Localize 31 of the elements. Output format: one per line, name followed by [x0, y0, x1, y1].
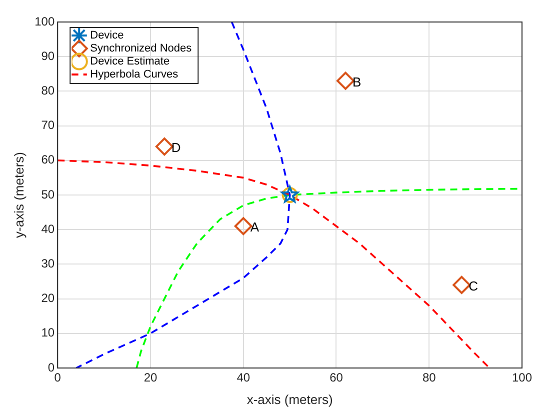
legend-label: Synchronized Nodes: [90, 42, 192, 55]
y-tick-label: 50: [41, 187, 55, 202]
point: [234, 217, 252, 236]
line-series: [58, 160, 490, 368]
point: [452, 276, 471, 294]
y-tick-label: 80: [41, 84, 55, 98]
y-tick-label: 10: [41, 326, 55, 340]
annotation: B: [352, 74, 362, 90]
y-tick-label: 100: [34, 14, 55, 28]
legend-label: Device: [90, 30, 124, 42]
y-tick-label: 90: [41, 48, 55, 63]
legend-label: Hyperbola Curves: [90, 68, 179, 81]
x-tick-label: 20: [144, 370, 158, 385]
x-tick-label: 60: [330, 370, 344, 385]
x-axis-title: x-axis (meters): [246, 392, 333, 407]
y-tick-label: 30: [41, 256, 55, 271]
y-tick-label: 60: [41, 152, 55, 167]
annotation: C: [468, 278, 478, 294]
x-tick-label: 80: [422, 370, 436, 385]
y-tick-label: 20: [41, 291, 55, 306]
legend-label: Device Estimate: [90, 56, 170, 68]
y-tick-label: 0: [48, 360, 55, 374]
x-tick-label: 100: [512, 370, 532, 385]
point: [336, 72, 355, 90]
annotation: A: [250, 220, 260, 235]
y-tick-label: 40: [41, 222, 55, 236]
annotation: D: [171, 140, 181, 156]
y-tick-label: 70: [41, 118, 55, 132]
point: [155, 138, 174, 156]
y-axis-title: y-axis (meters): [11, 152, 26, 238]
x-tick-label: 40: [236, 370, 250, 385]
